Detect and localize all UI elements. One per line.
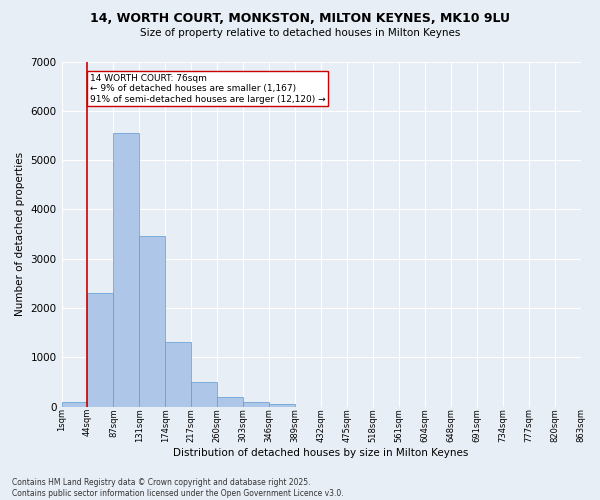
Bar [62,402,88,406]
Bar [113,133,139,406]
Bar [191,382,217,406]
Y-axis label: Number of detached properties: Number of detached properties [15,152,25,316]
X-axis label: Distribution of detached houses by size in Milton Keynes: Distribution of detached houses by size … [173,448,469,458]
Bar [243,402,269,406]
Text: Size of property relative to detached houses in Milton Keynes: Size of property relative to detached ho… [140,28,460,38]
Bar [139,236,166,406]
Text: Contains HM Land Registry data © Crown copyright and database right 2025.
Contai: Contains HM Land Registry data © Crown c… [12,478,344,498]
Text: 14, WORTH COURT, MONKSTON, MILTON KEYNES, MK10 9LU: 14, WORTH COURT, MONKSTON, MILTON KEYNES… [90,12,510,26]
Bar [88,293,113,406]
Text: 14 WORTH COURT: 76sqm
← 9% of detached houses are smaller (1,167)
91% of semi-de: 14 WORTH COURT: 76sqm ← 9% of detached h… [90,74,326,104]
Bar [217,396,243,406]
Bar [166,342,191,406]
Bar [269,404,295,406]
